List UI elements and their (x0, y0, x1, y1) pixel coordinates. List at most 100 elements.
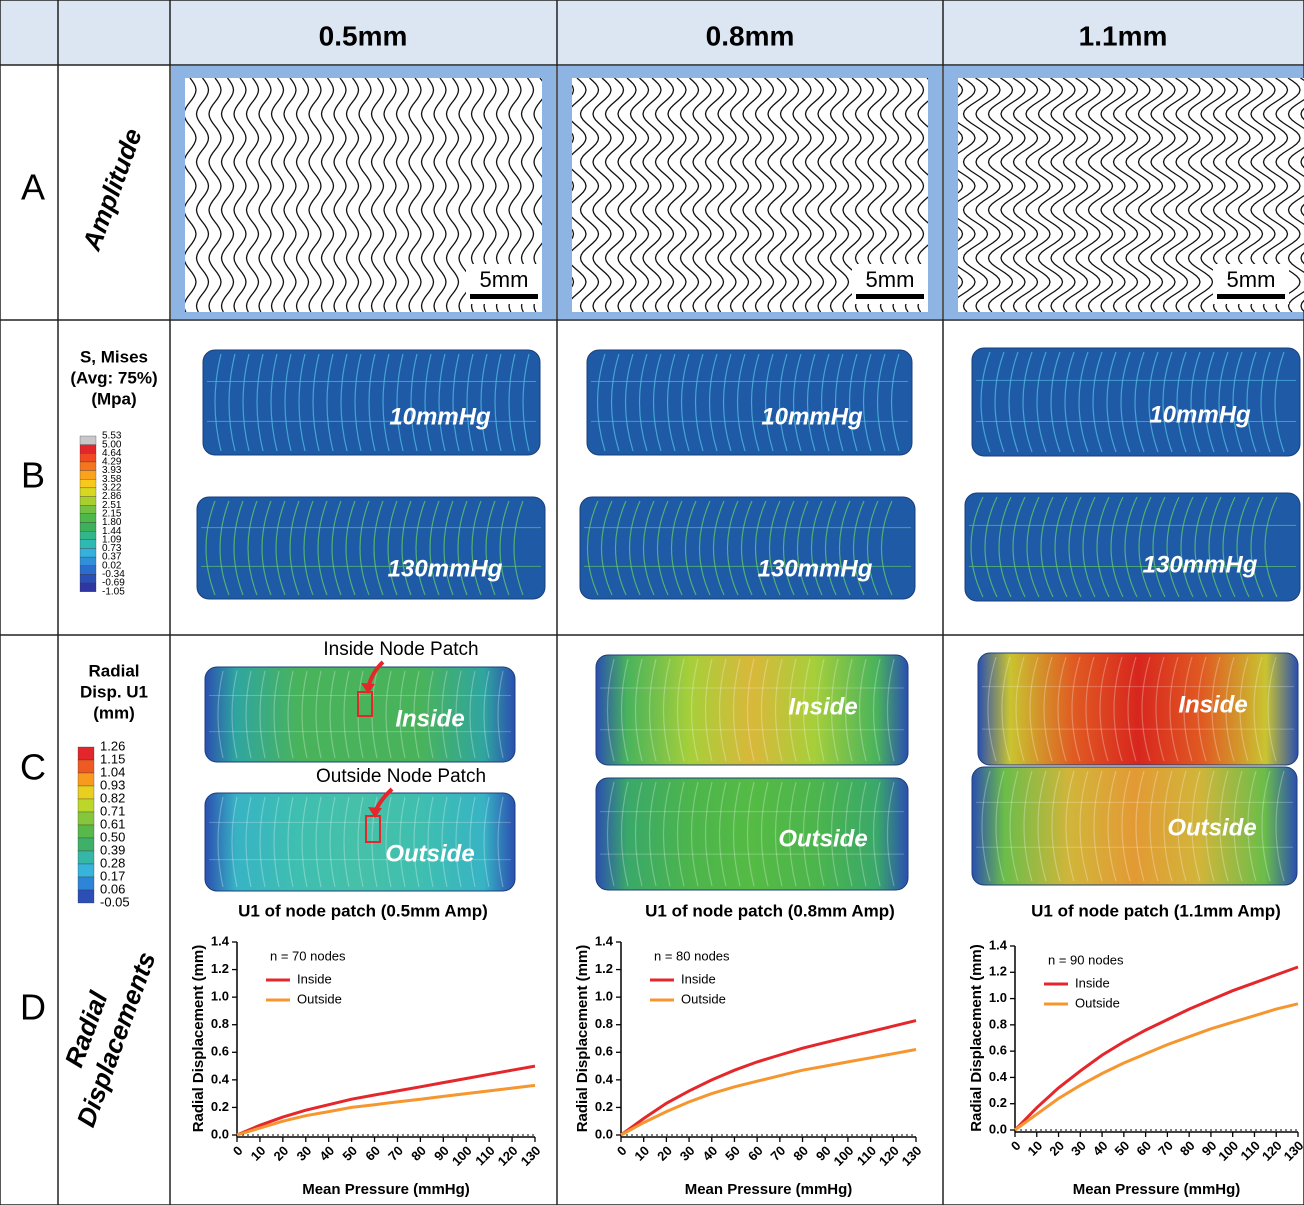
cylinder-stripe (662, 658, 671, 762)
cylinder-stripe (401, 500, 412, 596)
cylinder-stripe (684, 500, 697, 596)
cylinder-body (204, 792, 516, 892)
x-tick-label: 110 (854, 1143, 879, 1168)
cylinder-stripe (1191, 770, 1201, 882)
chart-annotation: n = 90 nodes (1048, 952, 1124, 967)
y-tick-label: 0.6 (989, 1043, 1007, 1058)
scale-bar (856, 294, 924, 299)
cylinder-stripe (1267, 656, 1277, 762)
cylinder-stripe (497, 670, 504, 759)
stress-cylinder (586, 349, 913, 456)
x-tick-label: 70 (385, 1143, 406, 1164)
surface-label: Outside (1167, 814, 1256, 841)
fiber-line (320, 78, 335, 312)
legend-level: 0.17 (100, 868, 125, 883)
fiber-line (692, 78, 712, 312)
cylinder-stripe (998, 496, 1012, 598)
fiber-line (1062, 78, 1089, 312)
cylinder-stripe (680, 353, 690, 452)
legend-level: 3.22 (102, 483, 122, 494)
cylinder-stripe (466, 353, 474, 452)
cylinder-stripe (480, 353, 488, 452)
scale-bar (1217, 294, 1285, 299)
cylinder-stripe (690, 781, 699, 887)
legend-swatch (79, 487, 97, 497)
cylinder-stripe (1211, 656, 1221, 762)
node-patch (357, 691, 373, 717)
cylinder-stripe (694, 353, 704, 452)
cylinder-stripe (886, 781, 895, 887)
legend-swatch (77, 759, 95, 774)
series-line (1013, 965, 1299, 1132)
fiber-line (829, 78, 850, 312)
y-tick-label: 1.4 (595, 933, 614, 948)
fiber-line (208, 78, 222, 312)
row-letter: B (21, 455, 45, 496)
cylinder-stripe (455, 670, 462, 759)
x-tick-label: 100 (831, 1143, 857, 1169)
series-line (620, 1048, 917, 1137)
stress-cylinder (202, 349, 541, 456)
cylinder-stripe (1008, 351, 1019, 453)
cylinder-stripe (457, 500, 468, 596)
cylinder-stripe (1085, 656, 1095, 762)
cylinder-stripe (396, 353, 404, 452)
cylinder-stripe (312, 353, 320, 452)
fiber-line (1137, 78, 1164, 312)
x-tick-label: 110 (1238, 1138, 1263, 1163)
legend-level: 0.50 (100, 829, 125, 844)
cylinder-stripe (788, 781, 797, 887)
y-tick-label: 0.8 (211, 1016, 229, 1031)
chart-annotation: n = 80 nodes (654, 948, 730, 963)
legend-level: 0.39 (100, 842, 125, 857)
fiber-line (1025, 78, 1051, 312)
cylinder-stripe (816, 658, 825, 762)
cylinder-stripe (424, 353, 432, 452)
legend-swatch (77, 837, 95, 852)
fiber-line (604, 78, 625, 312)
cylinder-stripe (1166, 496, 1180, 598)
cylinder-stripe (1218, 351, 1229, 453)
legend-title: Radial (88, 661, 139, 680)
legend-swatch (77, 785, 95, 800)
cylinder-stripe (1194, 496, 1208, 598)
cylinder-stripe (648, 658, 657, 762)
x-tick-label: 130 (899, 1143, 925, 1169)
fiber-line (233, 78, 247, 312)
legend-level: 2.86 (102, 491, 122, 502)
cylinder-stripe (1141, 656, 1151, 762)
legend-label: Outside (297, 991, 342, 1006)
x-tick-label: 100 (449, 1143, 475, 1169)
cylinder-stripe (1120, 351, 1131, 453)
cylinder-stripe (284, 353, 292, 452)
surface-label: Inside (788, 693, 857, 720)
cylinder-stripe (427, 796, 434, 888)
series-line (1014, 1002, 1299, 1132)
y-tick-label: 0.2 (989, 1095, 1007, 1110)
cylinder-stripe (354, 353, 362, 452)
cylinder-stripe (886, 658, 895, 762)
cylinder-stripe (273, 670, 280, 759)
cylinder-stripe (1149, 770, 1159, 882)
legend-level: 5.53 (102, 431, 122, 442)
x-tick-label: 120 (495, 1143, 521, 1169)
y-tick-label: 0.8 (595, 1016, 613, 1031)
pressure-label: 130mmHg (388, 555, 503, 582)
y-tick-label: 1.4 (989, 937, 1008, 952)
cylinder-stripe (782, 500, 795, 596)
cylinder-stripe (1096, 496, 1110, 598)
cylinder-stripe (1225, 656, 1235, 762)
cylinder-stripe (1232, 351, 1243, 453)
fiber-line (245, 78, 260, 312)
cylinder-stripe (452, 353, 460, 452)
stress-cylinder (971, 347, 1301, 457)
x-tick-label: 20 (1046, 1138, 1067, 1159)
cylinder-stripe (1029, 656, 1039, 762)
x-tick-label: 30 (293, 1143, 314, 1164)
legend-swatch (77, 863, 95, 878)
cylinder-stripe (656, 500, 669, 596)
cylinder-stripe (1169, 656, 1179, 762)
x-axis-label: Mean Pressure (mmHg) (1073, 1181, 1241, 1198)
pressure-label: 10mmHg (1149, 401, 1251, 428)
